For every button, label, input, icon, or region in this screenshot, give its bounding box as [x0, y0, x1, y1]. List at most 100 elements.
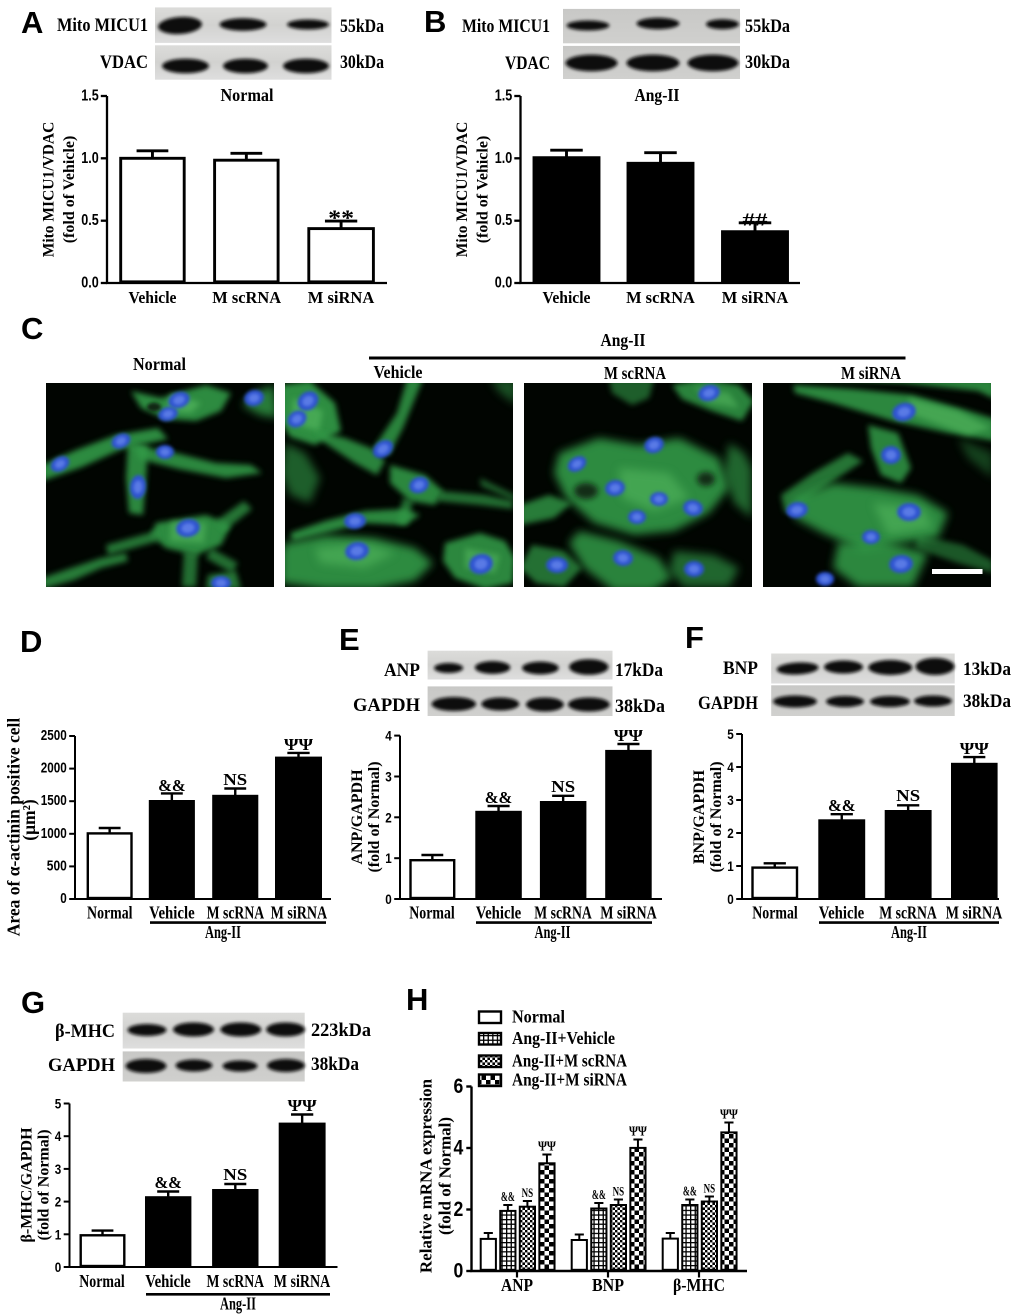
svg-text:Vehicle: Vehicle [819, 903, 865, 923]
svg-text:38kDa: 38kDa [963, 691, 1011, 712]
svg-text:Ang-II: Ang-II [205, 922, 241, 942]
svg-text:5: 5 [727, 726, 734, 742]
svg-text:Ang-II: Ang-II [635, 85, 680, 105]
svg-text:Normal: Normal [221, 85, 274, 105]
svg-text:1: 1 [385, 850, 392, 866]
svg-text:2000: 2000 [41, 761, 67, 777]
svg-text:M siRNA: M siRNA [274, 1271, 331, 1291]
svg-text:M siRNA: M siRNA [722, 288, 789, 307]
svg-text:BNP: BNP [723, 658, 758, 679]
svg-text:55kDa: 55kDa [745, 16, 790, 37]
svg-text:Normal: Normal [512, 1007, 565, 1027]
svg-text:4: 4 [454, 1137, 464, 1160]
svg-text:NS: NS [613, 1185, 625, 1199]
svg-text:Ang-II: Ang-II [601, 330, 646, 350]
svg-text:F: F [685, 620, 704, 655]
svg-text:0.0: 0.0 [495, 275, 513, 292]
svg-text:&&: && [592, 1187, 606, 1202]
svg-text:ΨΨ: ΨΨ [960, 739, 990, 758]
svg-text:Normal: Normal [752, 903, 798, 923]
svg-text:1.0: 1.0 [495, 150, 513, 167]
svg-text:VDAC: VDAC [505, 53, 550, 74]
svg-text:&&: && [828, 796, 856, 815]
svg-text:(fold of Normal): (fold of Normal) [36, 1129, 53, 1240]
svg-text:G: G [21, 985, 45, 1020]
svg-text:Normal: Normal [409, 903, 455, 923]
svg-text:Normal: Normal [79, 1271, 125, 1291]
svg-text:M siRNA: M siRNA [841, 363, 901, 383]
svg-text:ΨΨ: ΨΨ [614, 726, 644, 745]
svg-text:Vehicle: Vehicle [145, 1271, 191, 1291]
svg-text:ΨΨ: ΨΨ [720, 1107, 738, 1122]
svg-text:M siRNA: M siRNA [271, 903, 328, 923]
svg-text:3: 3 [55, 1161, 62, 1177]
svg-text:VDAC: VDAC [100, 52, 148, 73]
svg-text:GAPDH: GAPDH [698, 693, 758, 714]
svg-text:Relative mRNA expression: Relative mRNA expression [417, 1078, 436, 1273]
svg-text:&&: && [158, 776, 186, 795]
svg-text:M scRNA: M scRNA [879, 903, 937, 923]
svg-text:H: H [406, 982, 428, 1017]
svg-text:##: ## [743, 210, 768, 230]
svg-text:2500: 2500 [41, 728, 67, 744]
svg-text:0.5: 0.5 [495, 212, 513, 229]
svg-text:1.0: 1.0 [81, 150, 99, 167]
svg-text:(μm²): (μm²) [19, 799, 39, 841]
svg-text:M scRNA: M scRNA [534, 903, 592, 923]
svg-text:&&: && [683, 1184, 697, 1199]
svg-text:ΨΨ: ΨΨ [629, 1124, 647, 1139]
svg-text:30kDa: 30kDa [340, 52, 384, 73]
svg-text:M siRNA: M siRNA [946, 903, 1003, 923]
svg-text:(fold of Vehicle): (fold of Vehicle) [61, 136, 78, 244]
svg-text:GAPDH: GAPDH [48, 1055, 115, 1076]
svg-text:1000: 1000 [41, 826, 67, 842]
svg-text:1: 1 [727, 858, 734, 874]
svg-text:Ang-II+M siRNA: Ang-II+M siRNA [512, 1070, 627, 1090]
svg-text:Vehicle: Vehicle [374, 362, 423, 382]
svg-text:M scRNA: M scRNA [626, 288, 695, 307]
svg-text:NS: NS [896, 786, 920, 805]
svg-text:Normal: Normal [133, 354, 186, 374]
svg-text:&&: && [485, 788, 513, 807]
svg-text:0: 0 [55, 1259, 62, 1275]
svg-text:Vehicle: Vehicle [129, 288, 177, 307]
svg-text:30kDa: 30kDa [745, 52, 790, 73]
svg-text:4: 4 [385, 728, 392, 744]
svg-text:&&: && [501, 1189, 515, 1204]
svg-text:0: 0 [60, 891, 67, 907]
svg-text:223kDa: 223kDa [311, 1020, 371, 1041]
svg-text:4: 4 [727, 759, 734, 775]
svg-text:0: 0 [727, 891, 734, 907]
svg-text:Mito MICU1/VDAC: Mito MICU1/VDAC [41, 122, 58, 258]
svg-text:0.0: 0.0 [81, 275, 99, 292]
svg-text:Mito MICU1: Mito MICU1 [462, 16, 550, 37]
svg-text:ANP: ANP [501, 1275, 533, 1295]
svg-text:Vehicle: Vehicle [543, 288, 591, 307]
svg-text:M scRNA: M scRNA [207, 903, 265, 923]
svg-text:0: 0 [454, 1260, 464, 1283]
svg-text:ΨΨ: ΨΨ [284, 735, 314, 754]
svg-text:BNP/GAPDH: BNP/GAPDH [691, 769, 708, 864]
svg-text:38kDa: 38kDa [311, 1054, 359, 1075]
svg-text:17kDa: 17kDa [615, 660, 663, 681]
svg-text:β-MHC: β-MHC [55, 1021, 115, 1042]
svg-text:6: 6 [454, 1075, 464, 1098]
svg-text:(fold of Normal): (fold of Normal) [366, 761, 383, 872]
svg-text:E: E [339, 622, 360, 657]
svg-text:M scRNA: M scRNA [604, 363, 666, 383]
svg-text:3: 3 [385, 769, 392, 785]
svg-text:3: 3 [727, 792, 734, 808]
svg-text:55kDa: 55kDa [340, 16, 384, 37]
svg-text:0.5: 0.5 [81, 212, 99, 229]
svg-text:Ang-II+Vehicle: Ang-II+Vehicle [512, 1028, 615, 1048]
svg-text:Ang-II+M scRNA: Ang-II+M scRNA [512, 1051, 627, 1071]
svg-text:NS: NS [551, 777, 575, 796]
svg-text:38kDa: 38kDa [615, 696, 665, 717]
svg-text:Vehicle: Vehicle [476, 903, 522, 923]
svg-text:M siRNA: M siRNA [600, 903, 657, 923]
svg-text:NS: NS [704, 1182, 716, 1196]
svg-text:M siRNA: M siRNA [308, 288, 375, 307]
svg-text:B: B [424, 4, 446, 39]
svg-text:2: 2 [727, 825, 734, 841]
svg-text:ΨΨ: ΨΨ [288, 1096, 318, 1115]
